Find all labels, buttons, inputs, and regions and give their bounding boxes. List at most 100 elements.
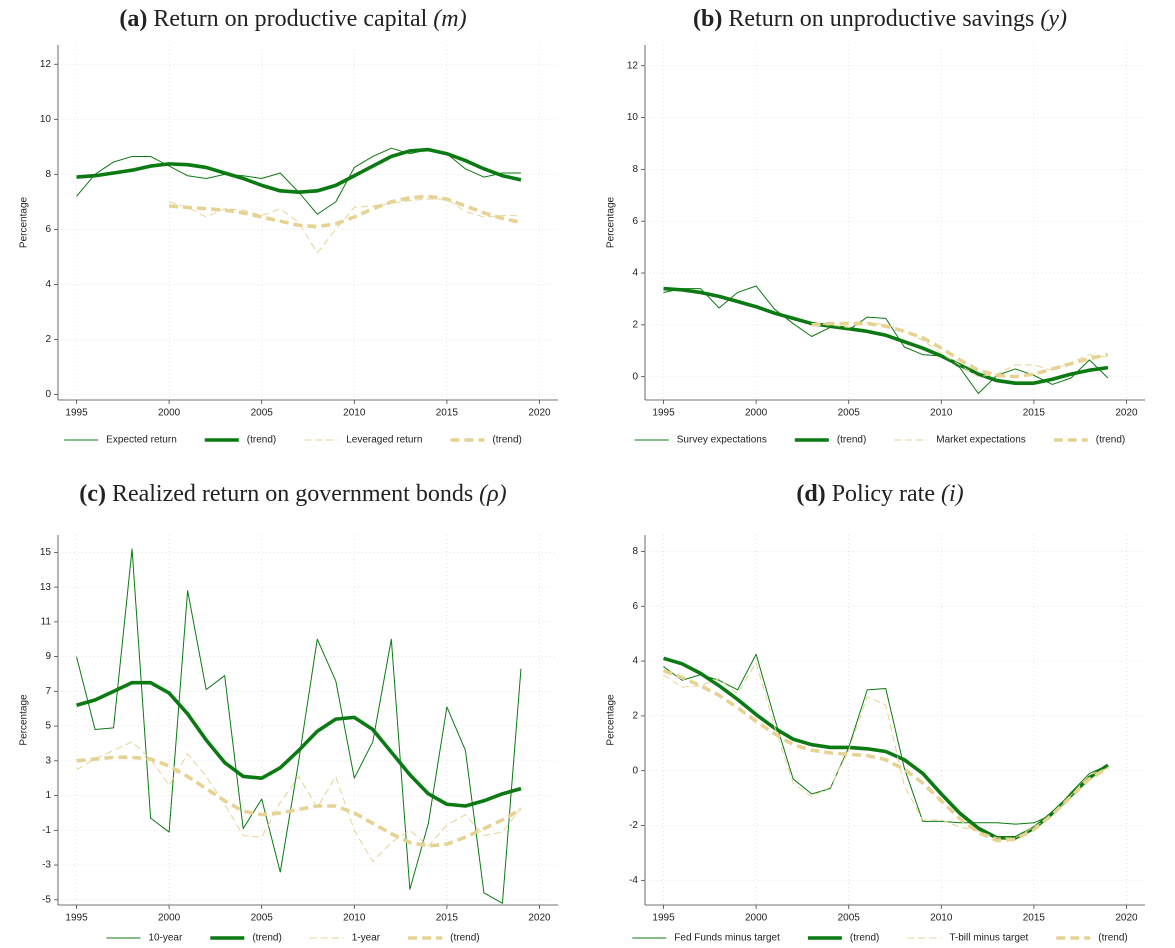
y-tick-label: 4 — [632, 268, 638, 279]
legend-item: (trend) — [807, 933, 879, 944]
y-tick-label: 9 — [45, 651, 51, 662]
x-tick-label: 2020 — [1115, 408, 1138, 419]
legend-item: (trend) — [794, 435, 866, 446]
chart-title: (a) Return on productive capital (m) — [119, 6, 466, 32]
x-tick-label: 2010 — [343, 408, 366, 419]
x-tick-label: 1995 — [652, 408, 675, 419]
x-tick-label: 2000 — [158, 408, 181, 419]
legend-label: (trend) — [1096, 435, 1125, 446]
legend-label: 10-year — [148, 933, 183, 944]
series-line — [76, 548, 522, 904]
x-tick-label: 2000 — [745, 408, 768, 419]
legend-item: (trend) — [204, 435, 276, 446]
y-tick-label: 0 — [632, 371, 638, 382]
legend-item: Expected return — [64, 435, 177, 446]
title-symbol: (m) — [433, 6, 466, 32]
y-tick-label: 7 — [45, 686, 51, 697]
legend-label: (trend) — [492, 435, 521, 446]
legend-item: Leveraged return — [304, 435, 422, 446]
series-line — [168, 198, 521, 254]
title-symbol: (y) — [1040, 6, 1067, 32]
legend-label: (trend) — [252, 933, 281, 944]
y-axis-label: Percentage — [19, 694, 30, 746]
series-line — [663, 661, 1109, 839]
x-tick-label: 2020 — [528, 913, 551, 924]
legend-label: Expected return — [106, 435, 177, 446]
y-tick-label: 8 — [632, 164, 638, 175]
legend-item: (trend) — [210, 933, 282, 944]
legend-item: (trend) — [450, 435, 522, 446]
legend-label: Survey expectations — [677, 435, 767, 446]
x-tick-label: 2010 — [343, 913, 366, 924]
legend-label: (trend) — [850, 933, 879, 944]
x-tick-label: 2015 — [436, 913, 459, 924]
panel: (c) Realized return on government bonds (ρ… — [19, 481, 558, 944]
legend-item: Fed Funds minus target — [632, 933, 780, 944]
x-tick-label: 2015 — [1023, 913, 1046, 924]
y-tick-label: 1 — [45, 790, 51, 801]
y-tick-label: -3 — [42, 860, 51, 871]
y-tick-label: 5 — [45, 721, 51, 732]
y-axis-label: Percentage — [19, 196, 30, 248]
y-tick-label: 10 — [40, 114, 52, 125]
legend-label: 1-year — [352, 933, 381, 944]
series-line — [168, 194, 522, 229]
legend-label: (trend) — [247, 435, 276, 446]
y-tick-label: 2 — [632, 319, 638, 330]
x-tick-label: 2000 — [745, 913, 768, 924]
legend-label: (trend) — [837, 435, 866, 446]
legend-item: T-bill minus target — [907, 933, 1028, 944]
legend-label: Fed Funds minus target — [674, 933, 780, 944]
title-symbol: (i) — [941, 481, 964, 507]
legend-item: Survey expectations — [634, 435, 767, 446]
y-tick-label: 8 — [45, 169, 51, 180]
x-tick-label: 2015 — [1023, 408, 1046, 419]
panel-label: (b) — [693, 6, 722, 32]
series-line — [76, 147, 522, 195]
y-tick-label: 4 — [45, 279, 51, 290]
y-tick-label: 6 — [632, 216, 638, 227]
y-tick-label: 12 — [627, 60, 639, 71]
panel-label: (a) — [119, 6, 147, 32]
legend-item: 10-year — [106, 933, 183, 944]
x-tick-label: 2005 — [251, 408, 274, 419]
legend-label: (trend) — [450, 933, 479, 944]
y-tick-label: -4 — [629, 875, 638, 886]
x-tick-label: 2010 — [930, 408, 953, 419]
y-tick-label: 12 — [40, 59, 52, 70]
series-line — [663, 286, 1109, 385]
legend-label: (trend) — [1098, 933, 1127, 944]
panel-label: (c) — [79, 481, 106, 507]
y-tick-label: 2 — [45, 334, 51, 345]
title-text: Return on productive capital — [153, 6, 427, 32]
series-line — [76, 755, 522, 848]
title-text: Policy rate — [832, 481, 935, 507]
panel: (d) Policy rate (i) -4 -2 0 2 4 6 8 1995 2000 2005 20… — [606, 481, 1145, 944]
legend-item: (trend) — [1053, 435, 1125, 446]
x-tick-label: 2020 — [528, 408, 551, 419]
x-tick-label: 2015 — [436, 408, 459, 419]
panel: (a) Return on productive capital (m) 0 2 4 6 8 1… — [19, 6, 558, 446]
legend-item: (trend) — [1056, 933, 1128, 944]
legend-label: T-bill minus target — [949, 933, 1028, 944]
y-tick-label: 3 — [45, 755, 51, 766]
legend-item: (trend) — [408, 933, 480, 944]
x-tick-label: 2000 — [158, 913, 181, 924]
series-line — [662, 668, 1109, 843]
x-tick-label: 2020 — [1115, 913, 1138, 924]
chart-title: (b) Return on unproductive savings (y) — [693, 6, 1067, 32]
y-axis-label: Percentage — [606, 196, 617, 248]
y-tick-label: 0 — [632, 765, 638, 776]
x-tick-label: 2005 — [838, 913, 861, 924]
chart-title: (d) Policy rate (i) — [796, 481, 963, 507]
x-tick-label: 1995 — [65, 913, 88, 924]
y-tick-label: -5 — [42, 894, 51, 905]
series-line — [76, 741, 522, 863]
series-line — [663, 656, 1109, 840]
legend-item: 1-year — [309, 933, 381, 944]
y-tick-label: 15 — [40, 547, 52, 558]
y-tick-label: 11 — [41, 616, 52, 627]
y-tick-label: -1 — [42, 825, 51, 836]
series-line — [663, 285, 1109, 395]
x-tick-label: 1995 — [652, 913, 675, 924]
